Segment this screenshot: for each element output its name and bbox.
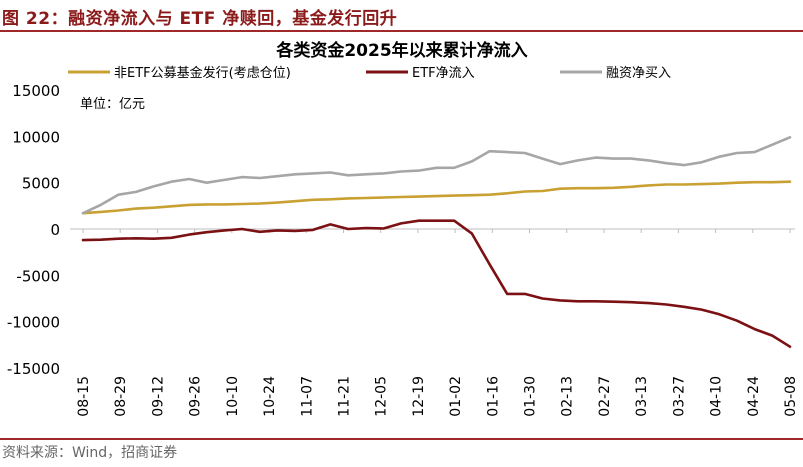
x-tick-label: 11-07 [299, 376, 315, 417]
series-line [81, 219, 792, 349]
bottom-rule [0, 438, 803, 440]
legend: 非ETF公募基金发行(考虑仓位) ETF净流入 融资净买入 [68, 65, 671, 81]
x-tick-label: 04-10 [709, 376, 725, 417]
y-tick-label: 0 [50, 221, 60, 239]
chart: 各类资金2025年以来累计净流入 单位：亿元 非ETF公募基金发行(考虑仓位) E… [7, 40, 799, 417]
x-tick-label: 01-02 [448, 376, 464, 417]
x-tick-label: 11-21 [336, 376, 352, 417]
y-tick-label: 15000 [12, 82, 60, 100]
y-tick-label: -5000 [16, 267, 60, 285]
series-line [81, 180, 792, 215]
x-tick-label: 08-15 [76, 376, 92, 417]
y-tick-label: -10000 [7, 314, 60, 332]
y-tick-label: 10000 [12, 128, 60, 146]
y-axis: 15000 10000 5000 0 -5000 -10000 -15000 [7, 82, 60, 378]
x-tick-label: 09-26 [188, 376, 204, 417]
x-tick-label: 02-13 [560, 376, 576, 417]
x-tick-label: 10-24 [262, 376, 278, 417]
legend-label: 融资净买入 [606, 66, 671, 81]
x-axis: 08-15 08-29 09-12 09-26 10-10 10-24 11-07 11-21… [70, 228, 799, 417]
source-note: 资料来源：Wind，招商证券 [2, 445, 178, 461]
x-tick-label: 03-27 [671, 376, 687, 417]
x-tick-label: 09-12 [150, 376, 166, 417]
top-rule [0, 30, 803, 32]
unit-note: 单位：亿元 [80, 97, 145, 112]
legend-label: 非ETF公募基金发行(考虑仓位) [114, 65, 291, 81]
x-tick-label: 01-16 [485, 376, 501, 417]
y-tick-label: 5000 [22, 175, 60, 193]
series-lines [81, 136, 792, 349]
figure-title: 图 22：融资净流入与 ETF 净赎回，基金发行回升 [2, 9, 398, 29]
x-tick-label: 10-10 [225, 376, 241, 417]
x-tick-label: 04-24 [746, 376, 762, 417]
series-line [81, 136, 792, 215]
x-tick-label: 08-29 [113, 376, 129, 417]
x-tick-label: 05-08 [783, 376, 799, 417]
x-tick-label: 01-30 [523, 376, 539, 417]
x-tick-label: 12-19 [411, 376, 427, 417]
y-tick-label: -15000 [7, 360, 60, 378]
x-tick-label: 12-05 [374, 376, 390, 417]
legend-label: ETF净流入 [412, 66, 475, 81]
chart-title: 各类资金2025年以来累计净流入 [275, 40, 527, 61]
x-tick-label: 03-13 [634, 376, 650, 417]
x-tick-label: 02-27 [597, 376, 613, 417]
